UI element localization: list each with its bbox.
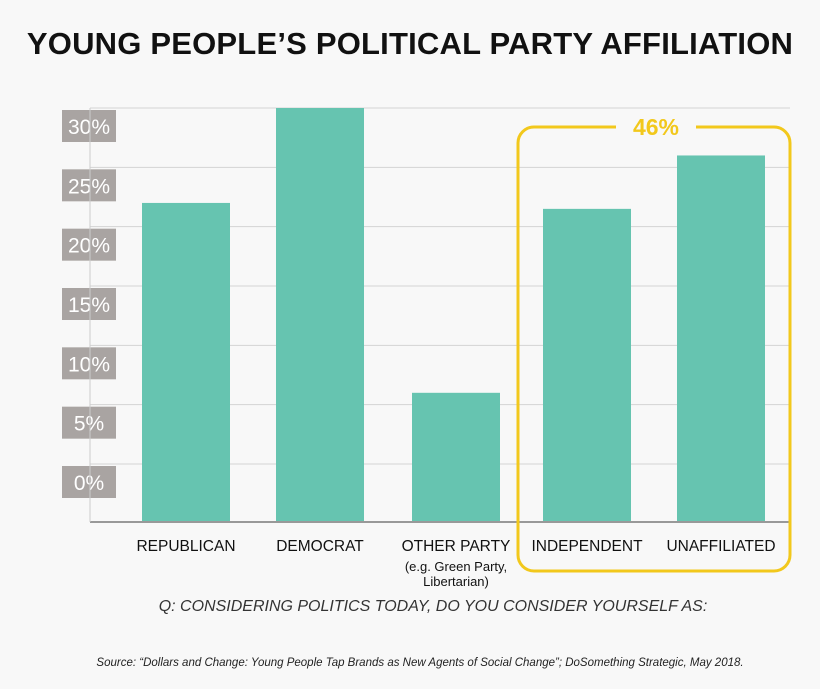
y-tick-box — [62, 228, 116, 261]
y-tick-box — [62, 288, 116, 320]
bar — [276, 108, 364, 522]
category-label: DEMOCRAT — [276, 538, 364, 555]
y-tick-label: 15% — [68, 294, 110, 317]
bar — [543, 208, 631, 522]
bar — [677, 155, 765, 522]
y-tick-label: 20% — [68, 235, 110, 258]
y-tick-box — [62, 406, 116, 439]
bars — [142, 108, 765, 522]
bar — [142, 202, 230, 522]
y-tick-box — [62, 110, 116, 142]
y-tick-label: 0% — [74, 472, 104, 495]
source-note: Source: “Dollars and Change: Young Peopl… — [96, 657, 744, 669]
y-tick-box — [62, 347, 116, 380]
highlight-label: 46% — [633, 114, 679, 140]
y-tick-label: 5% — [74, 413, 104, 436]
category-note: (e.g. Green Party, — [405, 559, 507, 574]
y-tick-label: 30% — [68, 116, 110, 139]
category-label: OTHER PARTY — [402, 538, 511, 555]
y-tick-box — [62, 169, 116, 202]
category-labels: REPUBLICAN DEMOCRAT OTHER PARTY (e.g. Green… — [136, 538, 775, 589]
highlight-callout: 46% — [516, 111, 792, 573]
y-tick-label: 10% — [68, 353, 110, 376]
y-tick-label: 25% — [68, 175, 110, 198]
category-note: Libertarian) — [423, 574, 489, 589]
y-axis-ticks: 0% 5% 10% 15% 20% 25% 30% — [62, 110, 116, 498]
y-tick-box — [62, 466, 116, 498]
category-label: INDEPENDENT — [531, 538, 643, 555]
highlight-label-bg — [616, 111, 696, 143]
survey-question: Q: CONSIDERING POLITICS TODAY, DO YOU CO… — [158, 598, 708, 615]
chart-title: YOUNG PEOPLE’S POLITICAL PARTY AFFILIATI… — [26, 26, 794, 61]
category-label: UNAFFILIATED — [666, 538, 775, 555]
category-label: REPUBLICAN — [136, 538, 235, 555]
bar — [412, 392, 500, 522]
